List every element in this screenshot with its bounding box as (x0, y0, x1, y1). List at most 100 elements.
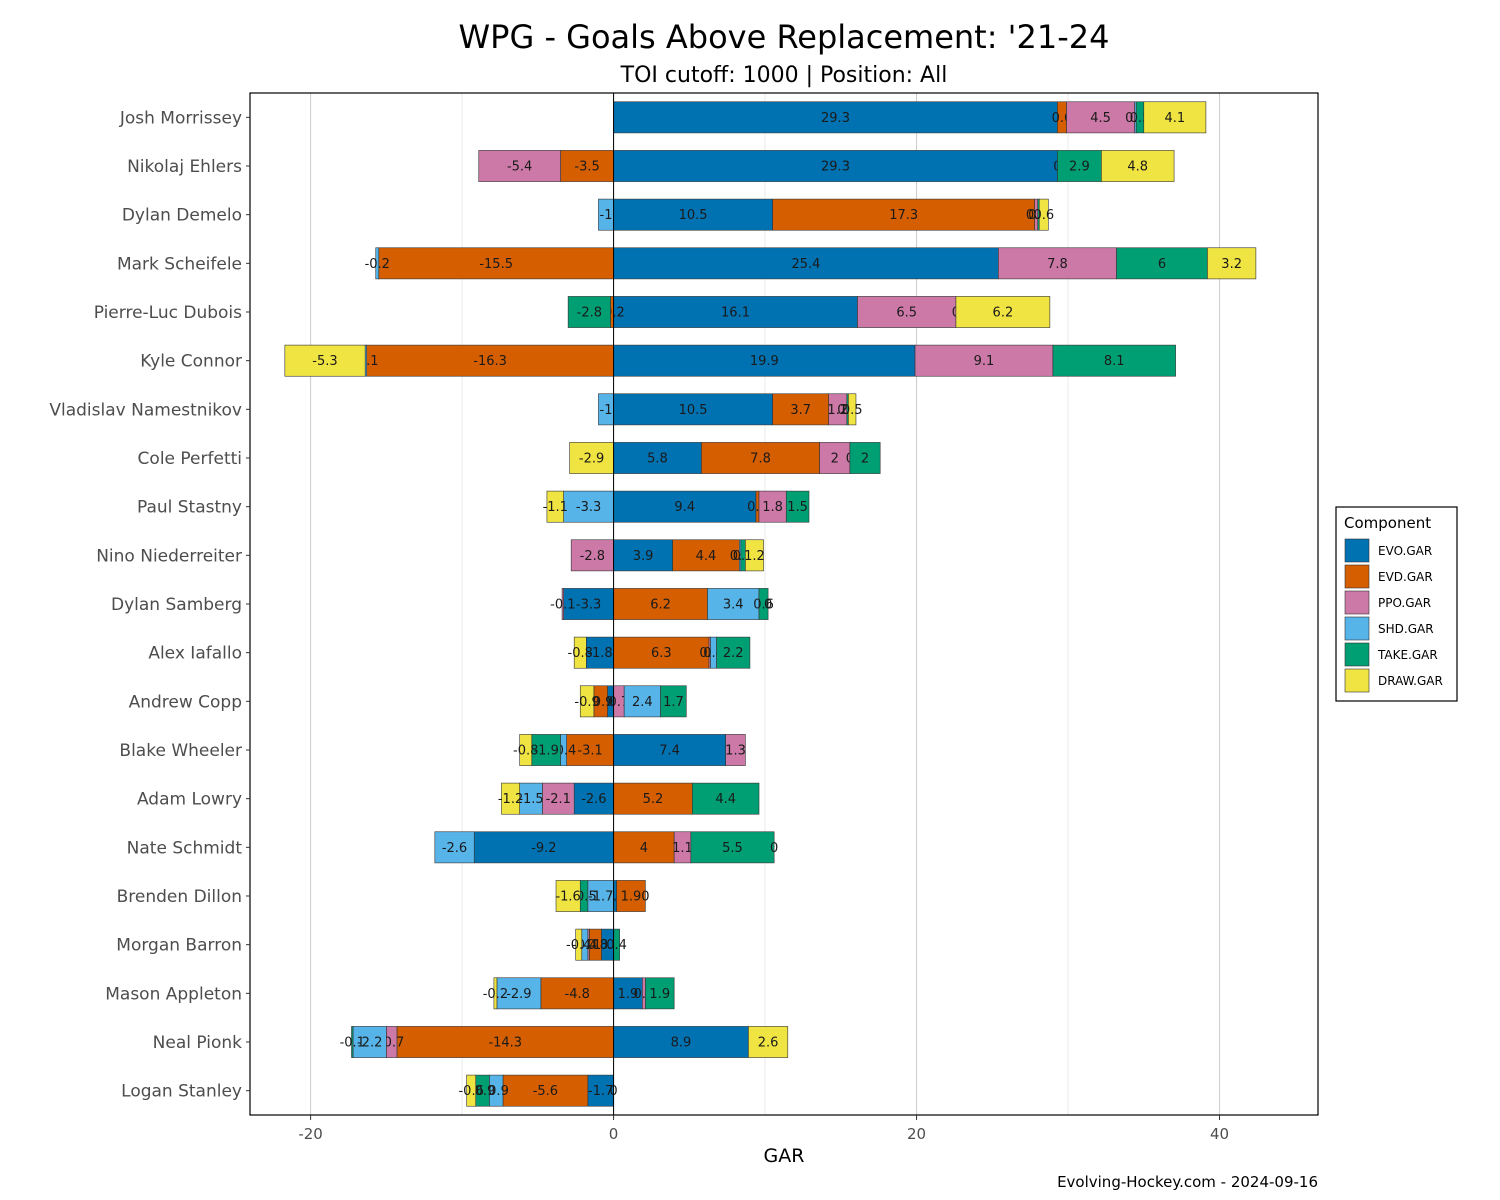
bar-segment (613, 393, 773, 426)
player-name-label: Mark Scheifele (117, 254, 242, 274)
segment-value-label: 2.4 (632, 695, 653, 710)
player-bar-group: -0.8-0.8-0.1-0.4 0.4-0.4 (566, 928, 627, 961)
segment-value-label: -2.6 (581, 792, 606, 807)
player-name-label: Morgan Barron (116, 936, 242, 956)
segment-value-label: 2 (861, 452, 869, 467)
legend-entry-label: TAKE.GAR (1377, 648, 1438, 662)
segment-value-label: -0.2 (483, 987, 508, 1002)
segment-value-label: 1.9 (621, 890, 642, 905)
segment-value-label: -1 (600, 403, 613, 418)
segment-value-label: -3.3 (576, 500, 601, 515)
player-name-label: Josh Morrissey (119, 108, 242, 128)
bar-segment (758, 588, 769, 620)
segment-value-label: 0 (770, 841, 778, 856)
bar-segment (645, 977, 675, 1010)
segment-value-label: -0.9 (483, 1084, 508, 1099)
segment-value-label: 6 (1158, 257, 1166, 272)
legend-swatch (1344, 642, 1370, 667)
segment-value-label: -0.9 (588, 695, 613, 710)
segment-value-label: 29.3 (821, 111, 850, 126)
player-bar-group: 5.87.8202-2.9 (569, 442, 881, 474)
bar-segment (613, 490, 757, 523)
segment-value-label: 7.8 (1047, 257, 1068, 272)
segment-value-label: 2 (831, 452, 839, 467)
legend-swatch (1344, 538, 1370, 563)
player-bar-group: -3.3 6.2 -0.1 3.4 0.60 (550, 588, 774, 620)
player-name-label: Nikolaj Ehlers (127, 157, 242, 177)
bar-segment (613, 588, 708, 620)
player-bar-group: 9.4 0.21.8-3.3 1.5-1.1 (543, 490, 810, 523)
segment-value-label: 7.8 (750, 452, 771, 467)
segment-value-label: 0.6 (753, 598, 774, 613)
segment-value-label: -1.9 (533, 744, 558, 759)
segment-value-label: -1.6 (555, 890, 580, 905)
segment-value-label: -1.8 (587, 646, 612, 661)
legend-swatch (1344, 590, 1370, 615)
bar-segment (351, 1026, 354, 1058)
player-name-label: Brenden Dillon (117, 887, 242, 907)
bar-segment (613, 198, 773, 231)
player-bar-group: -1.8 6.3 0.10.4 2.2-0.8 (568, 636, 751, 669)
segment-value-label: 4 (640, 841, 648, 856)
segment-value-label: 25.4 (791, 257, 820, 272)
bar-segment (496, 977, 542, 1010)
segment-value-label: 1.9 (618, 987, 639, 1002)
bar-segment (573, 636, 587, 669)
segment-value-label: -3.5 (574, 160, 599, 175)
segment-value-label: 1.2 (827, 403, 848, 418)
bar-segment (849, 442, 881, 474)
segment-value-label: 6.2 (993, 306, 1014, 321)
legend-swatch (1344, 564, 1370, 589)
bar-segment (563, 490, 614, 523)
bar-segment (613, 296, 858, 328)
player-bar-group: 29.3 0.6 4.5 0.10.5 4.1 (613, 101, 1207, 134)
player-name-label: Cole Perfetti (138, 449, 242, 469)
bar-segment (546, 490, 564, 523)
bar-segment (1143, 101, 1207, 134)
segment-value-label: -5.4 (507, 160, 532, 175)
legend: Component EVO.GAR EVD.GAR PPO.GAR SHD.GAR TAK… (1335, 506, 1458, 702)
bar-segment (707, 588, 760, 620)
bar-segment (914, 344, 1054, 377)
bar-segment (493, 977, 498, 1010)
segment-value-label: -16.3 (473, 354, 507, 369)
bar-segment (613, 734, 726, 766)
bar-segment (613, 539, 673, 572)
bar-segment (587, 880, 614, 912)
segment-value-label: -0.8 (568, 646, 593, 661)
segment-value-label: 16.1 (721, 306, 750, 321)
bar-segment (772, 198, 1036, 231)
segment-value-label: 1.5 (787, 500, 808, 515)
bar-segment (613, 442, 702, 474)
bar-segment (473, 831, 614, 864)
segment-value-label: 17.3 (889, 208, 918, 223)
segment-value-label: 0.5 (842, 403, 863, 418)
segment-value-label: 8.9 (671, 1036, 692, 1051)
segment-value-label: 19.9 (750, 354, 779, 369)
player-bar-group: 8.9-14.3-0.7-2.2-0.1 2.6 (340, 1026, 789, 1058)
segment-value-label: 0.6 (1033, 208, 1054, 223)
segment-value-label: 5.5 (722, 841, 743, 856)
segment-value-label: -0.6 (458, 1084, 483, 1099)
segment-value-label: -1.1 (543, 500, 568, 515)
player-name-label: Andrew Copp (129, 692, 242, 712)
player-name-label: Mason Appleton (105, 984, 242, 1004)
chart-subtitle: TOI cutoff: 1000 | Position: All (620, 63, 948, 88)
segment-value-label: 4.8 (1127, 160, 1148, 175)
player-name-label: Alex Iafallo (148, 644, 242, 664)
legend-swatch (1344, 616, 1370, 641)
bar-segment (725, 734, 746, 766)
bar-segment (690, 831, 775, 864)
bar-segment (660, 685, 687, 718)
player-bar-group: 19.9-16.3 9.1-0.1 8.1-5.3 (284, 344, 1176, 377)
segment-value-label: -0.9 (574, 695, 599, 710)
bar-segment (566, 734, 614, 766)
segment-value-label: 10.5 (679, 403, 708, 418)
bar-segment (563, 588, 614, 620)
player-bar-group: 29.3-3.5-5.402.94.8 (478, 150, 1175, 182)
x-tick-label: 40 (1210, 1125, 1229, 1143)
legend-swatch (1344, 668, 1370, 693)
player-name-label: Paul Stastny (137, 498, 242, 518)
player-bar-group: 10.5 3.7 1.2-1 0.10.5 (598, 393, 863, 426)
player-bar-group: -9.2 4 1.1 -2.6 5.5 0 (434, 831, 778, 864)
